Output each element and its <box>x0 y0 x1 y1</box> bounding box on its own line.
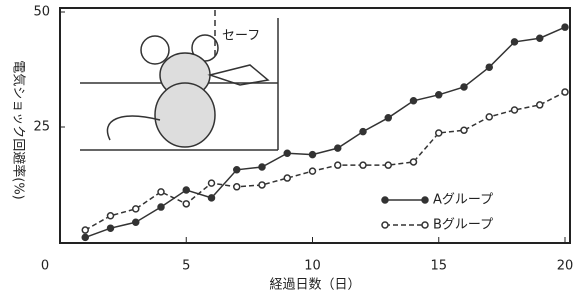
data-point <box>209 180 215 186</box>
data-point <box>360 162 366 168</box>
x-tick-label: 15 <box>430 259 447 274</box>
data-point <box>209 195 215 201</box>
y-tick-label: 50 <box>33 5 50 20</box>
data-point <box>486 114 492 120</box>
data-point <box>360 129 366 135</box>
y-axis-label: 電気ショック回避率(%) <box>11 60 27 200</box>
data-point <box>512 39 518 45</box>
data-point <box>284 175 290 181</box>
illustration-text: セーフ <box>222 29 260 44</box>
legend-label: Aグループ <box>433 193 493 208</box>
legend-marker <box>422 197 428 203</box>
x-tick-label: 10 <box>304 259 321 274</box>
data-point <box>259 164 265 170</box>
data-point <box>436 92 442 98</box>
data-point <box>436 130 442 136</box>
data-point <box>310 168 316 174</box>
data-point <box>562 24 568 30</box>
data-point <box>158 189 164 195</box>
data-point <box>284 150 290 156</box>
data-point <box>385 162 391 168</box>
x-tick-label: 20 <box>557 259 574 274</box>
data-point <box>108 213 114 219</box>
data-point <box>512 107 518 113</box>
x-tick-label: 5 <box>182 259 190 274</box>
data-point <box>82 227 88 233</box>
data-point <box>461 84 467 90</box>
data-point <box>537 102 543 108</box>
data-point <box>183 201 189 207</box>
data-point <box>385 115 391 121</box>
data-point <box>537 35 543 41</box>
y-tick-label: 25 <box>33 120 50 135</box>
data-point <box>259 182 265 188</box>
data-point <box>133 219 139 225</box>
data-point <box>234 167 240 173</box>
data-point <box>335 145 341 151</box>
legend-marker <box>382 222 388 228</box>
data-point <box>411 159 417 165</box>
x-tick-label: 0 <box>41 259 49 274</box>
data-point <box>461 127 467 133</box>
x-axis-label: 経過日数（日） <box>269 278 360 293</box>
data-point <box>82 234 88 240</box>
legend-marker <box>382 197 388 203</box>
data-point <box>486 64 492 70</box>
data-point <box>158 204 164 210</box>
data-point <box>310 152 316 158</box>
data-point <box>411 98 417 104</box>
data-point <box>562 89 568 95</box>
legend-label: Bグループ <box>433 218 493 233</box>
data-point <box>335 162 341 168</box>
data-point <box>234 184 240 190</box>
data-point <box>108 225 114 231</box>
chart: セーフ 電気ショック回避率(%) 経過日数（日） 25 50 0 5 10 15 20 Aグル… <box>0 0 574 297</box>
data-point <box>183 187 189 193</box>
legend-marker <box>422 222 428 228</box>
data-point <box>133 206 139 212</box>
